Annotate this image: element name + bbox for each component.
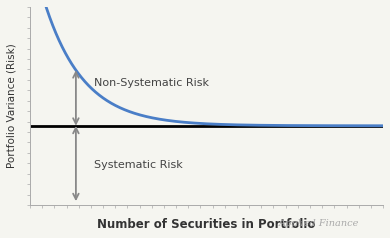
Text: Applied Finance: Applied Finance: [278, 219, 359, 228]
X-axis label: Number of Securities in Portfolio: Number of Securities in Portfolio: [98, 218, 316, 231]
Text: Non-Systematic Risk: Non-Systematic Risk: [94, 78, 209, 88]
Y-axis label: Portfolio Variance (Risk): Portfolio Variance (Risk): [7, 44, 17, 168]
Text: Systematic Risk: Systematic Risk: [94, 160, 182, 170]
